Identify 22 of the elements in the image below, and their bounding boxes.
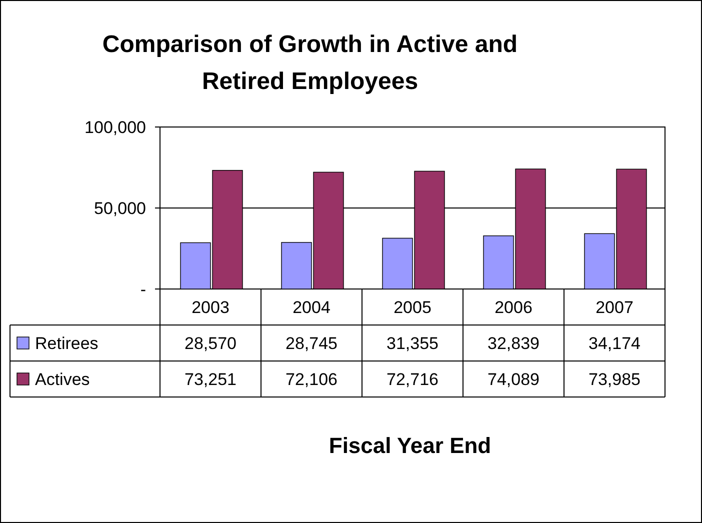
data-label: 73,251 <box>184 370 236 389</box>
x-tick-label: 2004 <box>292 298 330 317</box>
x-tick-label: 2005 <box>394 298 432 317</box>
text: Fiscal Year End <box>328 433 492 458</box>
data-label: 72,716 <box>386 370 438 389</box>
data-label: 34,174 <box>588 334 640 353</box>
data-label: 73,985 <box>588 370 640 389</box>
x-tick-label: 2006 <box>494 298 532 317</box>
x-tick-label: 2003 <box>192 298 230 317</box>
legend-label: Actives <box>35 370 90 389</box>
chart-title: Comparison of Growth in Active and Retired Employees <box>102 31 518 95</box>
data-label: 28,570 <box>184 334 236 353</box>
data-label: 74,089 <box>488 370 540 389</box>
data-label: 32,839 <box>488 334 540 353</box>
y-tick-label: - <box>140 280 146 299</box>
y-tick-label: 100,000 <box>84 118 146 137</box>
y-tick-label: 50,000 <box>94 199 146 218</box>
x-tick-label: 2007 <box>596 298 634 317</box>
data-label: 28,745 <box>286 334 338 353</box>
legend-label: Retirees <box>35 334 98 353</box>
data-label: 72,106 <box>286 370 338 389</box>
data-label: 31,355 <box>386 334 438 353</box>
